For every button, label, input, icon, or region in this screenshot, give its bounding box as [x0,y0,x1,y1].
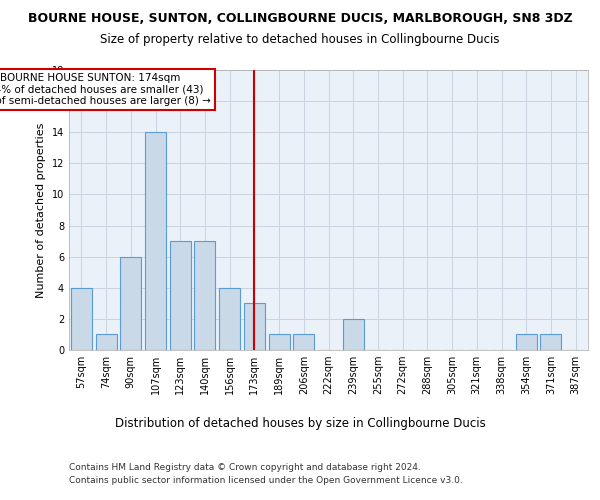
Y-axis label: Number of detached properties: Number of detached properties [36,122,46,298]
Bar [71,288,92,350]
Text: Size of property relative to detached houses in Collingbourne Ducis: Size of property relative to detached ho… [100,32,500,46]
Text: Distribution of detached houses by size in Collingbourne Ducis: Distribution of detached houses by size … [115,418,485,430]
Bar [244,304,265,350]
Bar [194,241,215,350]
Bar [343,319,364,350]
Bar [269,334,290,350]
Bar [170,241,191,350]
Text: BOURNE HOUSE, SUNTON, COLLINGBOURNE DUCIS, MARLBOROUGH, SN8 3DZ: BOURNE HOUSE, SUNTON, COLLINGBOURNE DUCI… [28,12,572,26]
Text: Contains HM Land Registry data © Crown copyright and database right 2024.: Contains HM Land Registry data © Crown c… [69,462,421,471]
Text: Contains public sector information licensed under the Open Government Licence v3: Contains public sector information licen… [69,476,463,485]
Bar [516,334,537,350]
Bar [219,288,240,350]
Bar [293,334,314,350]
Bar [95,334,116,350]
Text: BOURNE HOUSE SUNTON: 174sqm
← 84% of detached houses are smaller (43)
16% of sem: BOURNE HOUSE SUNTON: 174sqm ← 84% of det… [0,73,211,106]
Bar [541,334,562,350]
Bar [145,132,166,350]
Bar [120,256,141,350]
